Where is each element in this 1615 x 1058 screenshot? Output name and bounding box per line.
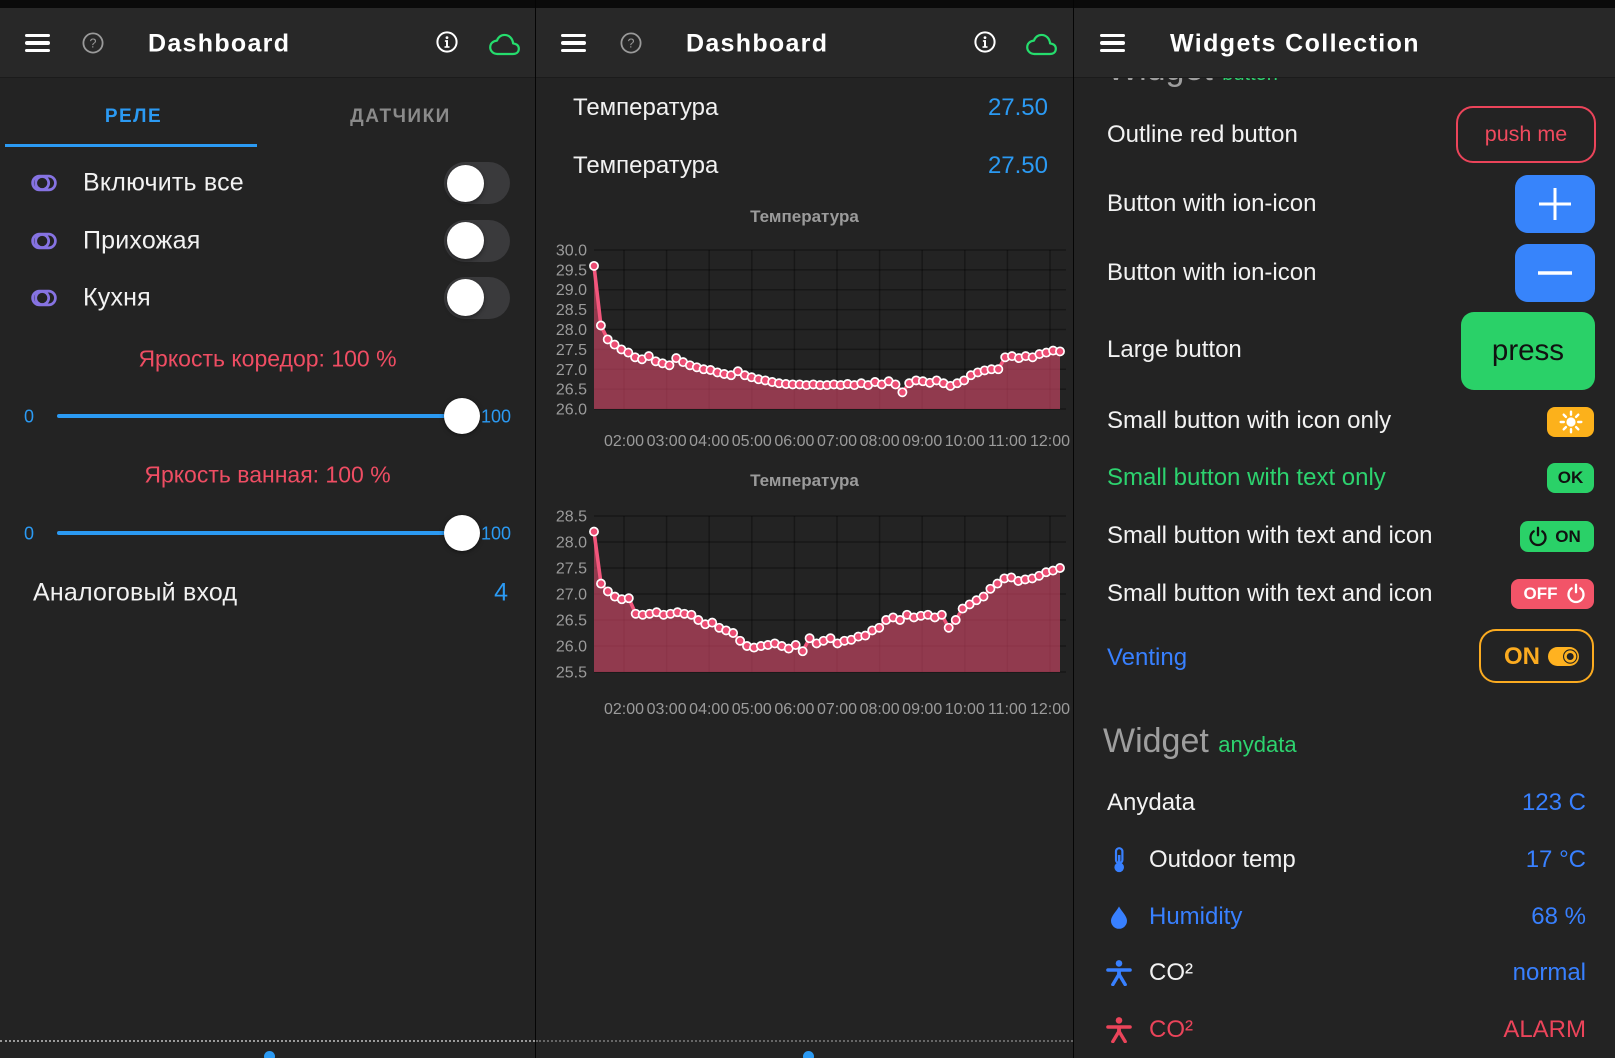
svg-text:30.0: 30.0 — [556, 243, 587, 260]
svg-text:03:00: 03:00 — [647, 433, 687, 450]
svg-text:09:00: 09:00 — [902, 701, 942, 718]
svg-text:28.5: 28.5 — [556, 302, 587, 319]
svg-text:25.5: 25.5 — [556, 665, 587, 682]
svg-text:12:00: 12:00 — [1030, 433, 1070, 450]
svg-text:26.0: 26.0 — [556, 402, 587, 419]
svg-text:29.0: 29.0 — [556, 282, 587, 299]
svg-text:04:00: 04:00 — [689, 433, 729, 450]
svg-text:27.0: 27.0 — [556, 587, 587, 604]
svg-text:06:00: 06:00 — [774, 701, 814, 718]
svg-text:11:00: 11:00 — [988, 433, 1027, 450]
svg-text:12:00: 12:00 — [1030, 701, 1070, 718]
svg-text:27.5: 27.5 — [556, 342, 587, 359]
svg-text:27.0: 27.0 — [556, 362, 587, 379]
svg-text:09:00: 09:00 — [902, 433, 942, 450]
svg-text:27.5: 27.5 — [556, 561, 587, 578]
svg-text:07:00: 07:00 — [817, 701, 857, 718]
svg-text:07:00: 07:00 — [817, 433, 857, 450]
svg-text:08:00: 08:00 — [860, 701, 900, 718]
svg-text:28.0: 28.0 — [556, 322, 587, 339]
svg-text:29.5: 29.5 — [556, 262, 587, 279]
svg-text:26.0: 26.0 — [556, 639, 587, 656]
svg-text:02:00: 02:00 — [604, 701, 644, 718]
svg-text:28.0: 28.0 — [556, 535, 587, 552]
svg-text:06:00: 06:00 — [774, 433, 814, 450]
svg-text:05:00: 05:00 — [732, 433, 772, 450]
svg-text:04:00: 04:00 — [689, 701, 729, 718]
svg-text:03:00: 03:00 — [647, 701, 687, 718]
svg-text:?: ? — [90, 36, 97, 50]
svg-text:11:00: 11:00 — [988, 701, 1027, 718]
svg-text:10:00: 10:00 — [945, 701, 985, 718]
svg-text:28.5: 28.5 — [556, 509, 587, 526]
svg-text:?: ? — [628, 36, 635, 50]
svg-text:26.5: 26.5 — [556, 613, 587, 630]
svg-text:05:00: 05:00 — [732, 701, 772, 718]
svg-text:02:00: 02:00 — [604, 433, 644, 450]
svg-text:08:00: 08:00 — [860, 433, 900, 450]
svg-text:10:00: 10:00 — [945, 433, 985, 450]
svg-text:26.5: 26.5 — [556, 382, 587, 399]
